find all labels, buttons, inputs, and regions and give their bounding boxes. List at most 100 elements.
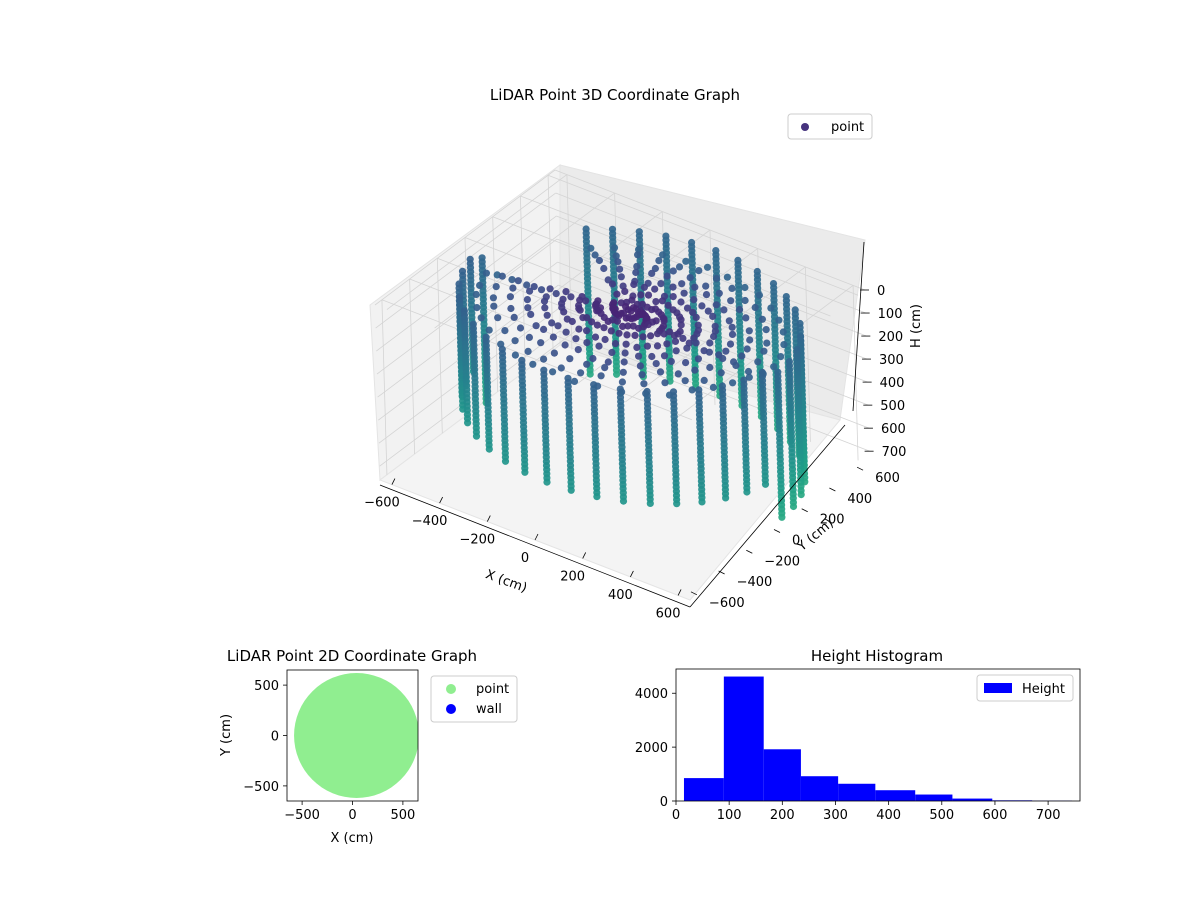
point-marker xyxy=(656,368,665,376)
point-marker xyxy=(692,313,700,321)
point-marker xyxy=(514,277,522,285)
point-marker xyxy=(619,497,628,505)
point-marker xyxy=(621,349,629,357)
x-tick-label: −400 xyxy=(412,514,448,529)
point-marker xyxy=(489,294,497,302)
y-tick-label: −600 xyxy=(709,596,745,611)
point-marker xyxy=(683,344,691,352)
chart-3d-legend: point xyxy=(787,113,873,140)
point-marker xyxy=(523,296,532,304)
point-marker xyxy=(675,263,684,271)
x-tick-label: 400 xyxy=(876,808,901,823)
point-marker xyxy=(618,378,627,386)
point-marker xyxy=(614,258,622,266)
point-marker xyxy=(694,321,702,329)
point-marker xyxy=(666,328,674,336)
chart-2d-legend-marker-point xyxy=(446,684,456,694)
point-marker xyxy=(703,263,712,271)
point-marker xyxy=(525,333,534,341)
grid-line-y-floor xyxy=(464,237,776,358)
point-marker xyxy=(638,371,646,379)
point-marker xyxy=(550,349,559,357)
point-marker xyxy=(767,304,775,312)
point-marker xyxy=(722,347,730,355)
point-marker xyxy=(712,274,721,282)
point-marker xyxy=(745,373,753,381)
x-tick-label: −200 xyxy=(459,533,495,548)
point-marker xyxy=(619,322,627,330)
point-marker xyxy=(655,257,663,265)
x-tick-mark xyxy=(486,515,491,522)
point-marker xyxy=(689,308,697,316)
point-marker xyxy=(613,290,621,298)
point-marker xyxy=(595,256,604,265)
chart-2d-title: LiDAR Point 2D Coordinate Graph xyxy=(227,647,477,665)
y-tick-label: 0 xyxy=(792,534,800,549)
histogram-bar xyxy=(683,778,724,801)
y-tick-label: 2000 xyxy=(635,741,668,756)
point-marker xyxy=(635,352,643,360)
x-tick-label: 0 xyxy=(348,808,356,823)
point-marker xyxy=(572,335,580,343)
x-tick-label: −500 xyxy=(284,808,320,823)
point-marker xyxy=(743,345,751,353)
histogram-bar xyxy=(723,676,764,801)
z-tick-label: 200 xyxy=(878,330,903,345)
point-marker xyxy=(682,359,690,367)
point-marker xyxy=(549,333,558,341)
point-marker xyxy=(583,314,591,322)
y-tick-mark xyxy=(856,466,864,471)
point-marker xyxy=(694,355,703,363)
point-disc xyxy=(294,673,418,798)
point-marker xyxy=(537,339,545,347)
point-marker xyxy=(775,316,783,324)
point-marker xyxy=(567,293,575,301)
chart-histogram-ticks: 0 100 200 300 400 500 600 700 0 2000 4000 xyxy=(635,687,1061,823)
point-marker xyxy=(511,337,519,345)
y-tick-mark xyxy=(718,570,725,575)
x-tick-label: 600 xyxy=(983,808,1008,823)
point-marker xyxy=(690,296,698,304)
point-marker xyxy=(611,340,620,348)
histogram-bar xyxy=(952,798,993,801)
grid-line-z-right xyxy=(556,215,867,337)
point-marker xyxy=(664,301,672,309)
histogram-bar xyxy=(838,783,876,801)
grid-line-z-left xyxy=(375,192,556,329)
y-tick-label: 400 xyxy=(847,492,872,507)
point-marker xyxy=(754,358,762,366)
point-marker xyxy=(524,347,532,355)
point-marker xyxy=(607,327,615,335)
grid-line-z-left xyxy=(374,169,556,306)
x-tick-label: 200 xyxy=(560,569,585,584)
point-marker xyxy=(725,317,733,325)
y-axis-label: Y (cm) xyxy=(794,516,837,555)
point-marker xyxy=(566,355,574,363)
point-marker xyxy=(640,283,649,291)
point-marker xyxy=(723,273,732,281)
y-axis-line xyxy=(689,424,846,608)
point-marker xyxy=(482,269,490,277)
x-tick-label: 700 xyxy=(1036,808,1061,823)
point-marker xyxy=(636,362,645,370)
point-marker xyxy=(712,301,720,309)
point-marker xyxy=(652,360,660,368)
point-marker xyxy=(686,274,694,282)
point-marker xyxy=(652,298,660,306)
point-marker xyxy=(651,285,659,293)
point-marker xyxy=(613,370,621,378)
point-marker xyxy=(506,293,514,301)
point-marker xyxy=(616,265,624,273)
point-marker xyxy=(541,304,549,312)
point-marker xyxy=(610,244,619,252)
point-marker xyxy=(728,323,736,331)
point-marker xyxy=(770,363,778,371)
point-marker xyxy=(692,339,700,347)
point-marker xyxy=(680,289,688,297)
x-tick-label: 200 xyxy=(770,808,795,823)
point-marker xyxy=(601,364,609,372)
point-marker xyxy=(622,303,630,311)
point-marker xyxy=(507,304,515,313)
chart-histogram-legend-label: Height xyxy=(1022,682,1065,697)
point-marker xyxy=(679,334,687,342)
